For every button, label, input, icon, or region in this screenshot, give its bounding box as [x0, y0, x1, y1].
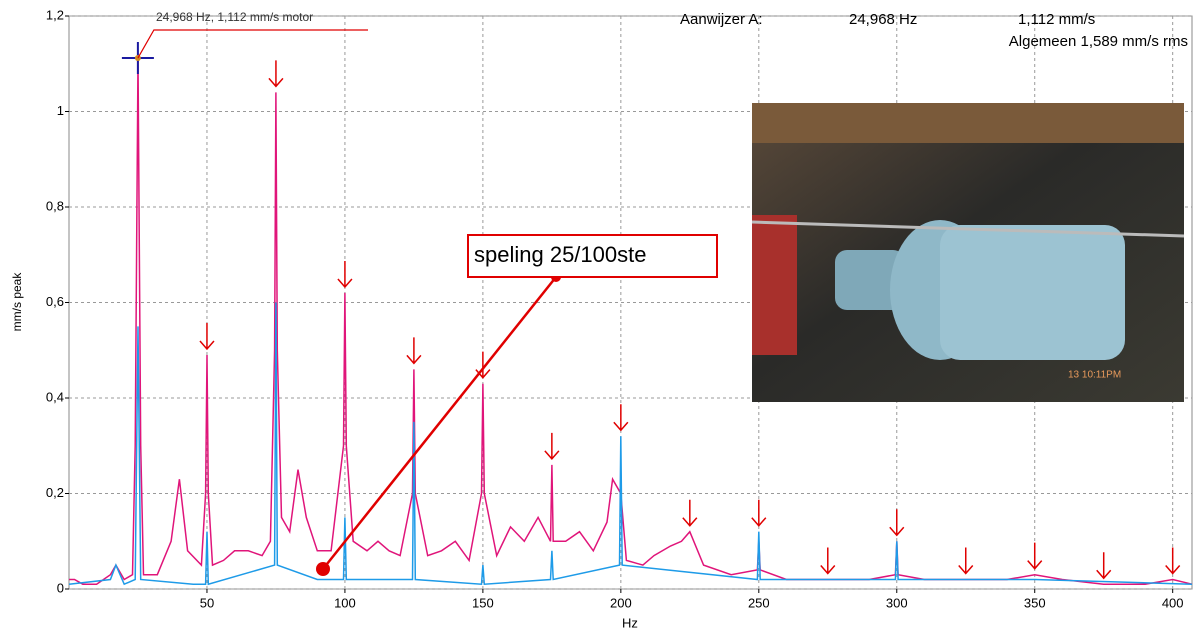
x-tick-label: 350: [1024, 595, 1046, 610]
harmonic-marker: [406, 337, 422, 365]
harmonic-marker: [751, 499, 767, 527]
y-tick-label: 1,2: [46, 7, 64, 22]
x-tick-label: 400: [1162, 595, 1184, 610]
cursor-leader: [137, 29, 368, 59]
x-tick-label: 50: [200, 595, 214, 610]
harmonic-marker: [337, 260, 353, 289]
photo-timestamp: 13 10:11PM: [1068, 370, 1121, 381]
y-tick-label: 0,4: [46, 389, 64, 404]
x-axis-label: Hz: [622, 615, 638, 630]
harmonic-marker: [544, 432, 560, 460]
spectrum-line: [68, 302, 1193, 586]
harmonic-marker: [958, 547, 974, 575]
harmonic-marker: [199, 323, 215, 351]
x-tick-label: 300: [886, 595, 908, 610]
y-axis-label: mm/s peak: [10, 272, 24, 332]
y-tick-label: 0,2: [46, 485, 64, 500]
harmonic-marker: [889, 509, 905, 537]
y-tick-label: 0,8: [46, 198, 64, 213]
x-tick-label: 250: [748, 595, 770, 610]
readout-title: Aanwijzer A:: [680, 11, 763, 28]
harmonic-marker: [1165, 547, 1181, 575]
x-tick-label: 200: [610, 595, 632, 610]
harmonic-marker: [820, 547, 836, 575]
y-tick-label: 0: [57, 580, 64, 595]
readout-overall: Algemeen 1,589 mm/s rms: [1009, 33, 1188, 50]
harmonic-marker: [475, 351, 491, 379]
harmonic-marker: [1096, 552, 1112, 580]
cursor-label: 24,968 Hz, 1,112 mm/s motor: [156, 10, 313, 24]
x-tick-label: 150: [472, 595, 494, 610]
harmonic-marker: [1027, 542, 1043, 570]
x-tick-label: 100: [334, 595, 356, 610]
y-tick-label: 0,6: [46, 294, 64, 309]
photo: 13 10:11PM: [751, 103, 1185, 402]
callout-text: speling 25/100ste: [474, 242, 646, 267]
readout-amplitude: 1,112 mm/s: [1018, 11, 1095, 28]
harmonic-marker: [613, 404, 629, 432]
readout-frequency: 24,968 Hz: [849, 11, 917, 28]
y-tick-label: 1: [57, 103, 64, 118]
harmonic-marker: [268, 60, 284, 88]
callout-line: [322, 276, 557, 570]
callout-box: [467, 234, 718, 278]
callout-dot: [316, 562, 330, 576]
harmonic-marker: [682, 499, 698, 527]
